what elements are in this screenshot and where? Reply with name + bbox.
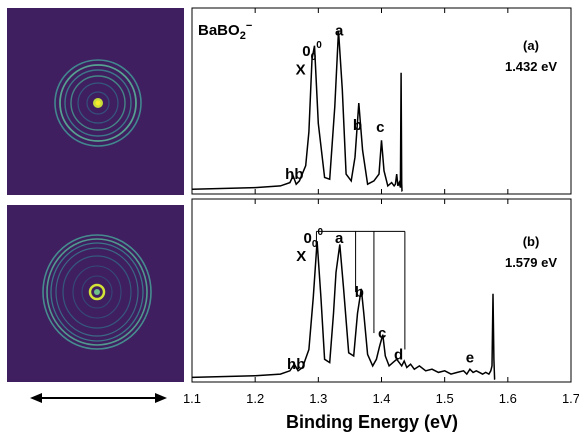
panel-a-photon-energy: 1.432 eV: [505, 59, 557, 74]
photoelectron-image-a: [7, 8, 184, 195]
x-tick-label: 1.5: [436, 391, 454, 406]
peak-label-a-5: hb: [285, 166, 303, 183]
panel-b-photon-energy: 1.579 eV: [505, 255, 557, 270]
peak-label-a-2: a: [335, 23, 344, 40]
peak-label-a-1: 000: [302, 40, 322, 63]
x-tick-label: 1.7: [562, 391, 579, 406]
species-label: BaBO2−: [198, 20, 252, 42]
spectrum-series-b: [191, 241, 496, 380]
panel-b-label: (b): [523, 234, 540, 249]
x-tick-label: 1.3: [309, 391, 327, 406]
peak-label-b-1: 000: [304, 227, 324, 250]
x-tick-label: 1.6: [499, 391, 517, 406]
photoelectron-image-b: [7, 205, 184, 382]
panel-a-label: (a): [523, 38, 539, 53]
spectrum-series-a: [191, 30, 403, 192]
peak-label-b-4: c: [378, 325, 386, 342]
peak-label-a-0: X: [296, 61, 306, 78]
peak-label-b-7: hb: [287, 356, 305, 373]
x-axis-title: Binding Energy (eV): [286, 412, 458, 432]
x-tick-label: 1.1: [183, 391, 201, 406]
x-tick-label: 1.2: [246, 391, 264, 406]
peak-label-b-5: d: [394, 346, 403, 363]
panel-a-frame: [191, 7, 572, 195]
peak-label-b-2: a: [335, 230, 344, 247]
peak-label-a-4: c: [376, 119, 384, 136]
peak-label-b-3: b: [355, 284, 364, 301]
peak-label-a-3: b: [353, 117, 362, 134]
double-arrow-icon: [30, 393, 167, 403]
peak-label-b-6: e: [466, 350, 474, 367]
x-tick-label: 1.4: [372, 391, 390, 406]
panel-b-frame: [191, 198, 572, 383]
peak-label-b-0: X: [296, 248, 306, 265]
x-axis: 1.1 1.2 1.3 1.4 1.5 1.6 1.7: [183, 391, 579, 406]
